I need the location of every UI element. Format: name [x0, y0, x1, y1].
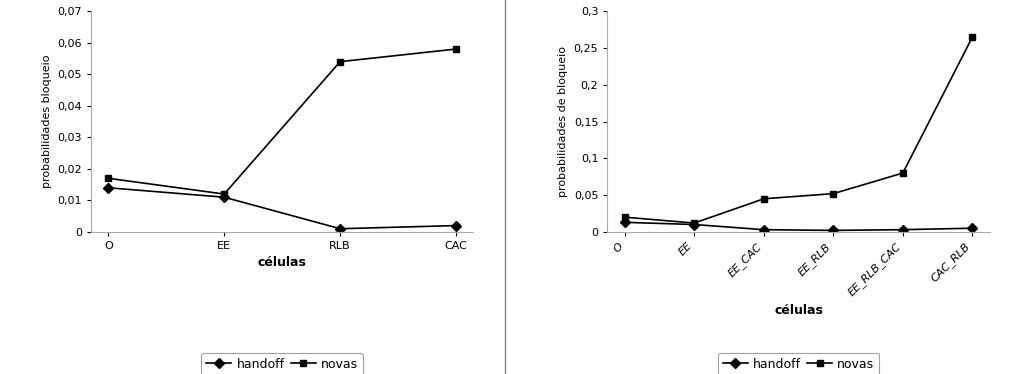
Y-axis label: probabilidades bloqueio: probabilidades bloqueio: [41, 55, 52, 188]
Legend: handoff, novas: handoff, novas: [718, 353, 880, 374]
X-axis label: células: células: [258, 257, 307, 269]
X-axis label: células: células: [774, 304, 823, 317]
Y-axis label: probabilidades de bloqueio: probabilidades de bloqueio: [559, 46, 568, 197]
Legend: handoff, novas: handoff, novas: [201, 353, 363, 374]
